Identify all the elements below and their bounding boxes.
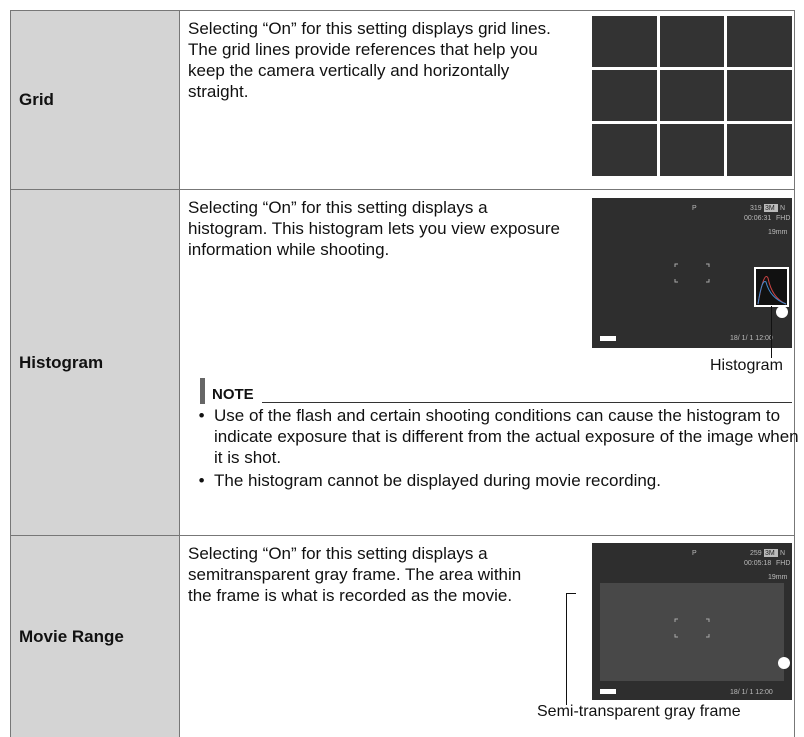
screen-text: 3M: [765, 550, 775, 557]
callout: Semi-transparent gray frame: [537, 703, 741, 720]
screen-text: 319: [750, 205, 762, 212]
screen-text: P: [692, 205, 697, 212]
callout-line: [566, 593, 567, 705]
note-bar: [200, 378, 205, 404]
note-item: Use of the flash and certain shooting co…: [214, 405, 804, 468]
screen-text: N: [780, 205, 785, 212]
screen-text: 19mm: [768, 574, 788, 581]
screen-text: FHD: [776, 215, 790, 222]
screen-text: 259: [750, 550, 762, 557]
note-rule: [262, 402, 792, 403]
screen-text: 00:06:31: [744, 215, 771, 222]
description: Selecting “On” for this setting displays…: [188, 544, 522, 605]
row-label: Grid: [10, 10, 180, 190]
note-list: Use of the flash and certain shooting co…: [196, 405, 804, 493]
row-label: Histogram: [10, 189, 180, 536]
note-item: The histogram cannot be displayed during…: [214, 470, 804, 491]
row-label: Movie Range: [10, 535, 180, 737]
row-cell: [180, 535, 795, 737]
description: Selecting “On” for this setting displays…: [188, 19, 551, 101]
callout-line: [771, 306, 772, 358]
screen-text: FHD: [776, 560, 790, 567]
screen-text: P: [692, 550, 697, 557]
grid-image: [592, 16, 792, 176]
callout: Histogram: [710, 357, 783, 374]
screen-text: 18/ 1/ 1 12:00: [730, 335, 773, 342]
camera-screen: P 319 3M N 00:06:31 FHD 19mm 18/ 1/ 1 12…: [592, 198, 792, 348]
description: Selecting “On” for this setting displays…: [188, 198, 560, 259]
screen-text: 19mm: [768, 229, 788, 236]
callout-tick: [566, 593, 576, 594]
screen-text: 18/ 1/ 1 12:00: [730, 689, 773, 696]
note-title: NOTE: [212, 386, 254, 403]
camera-screen: P 259 3M N 00:05:18 FHD 19mm 18/ 1/ 1 12…: [592, 543, 792, 700]
screen-text: N: [780, 550, 785, 557]
screen-text: 3M: [765, 205, 775, 212]
screen-text: 00:05:18: [744, 560, 771, 567]
